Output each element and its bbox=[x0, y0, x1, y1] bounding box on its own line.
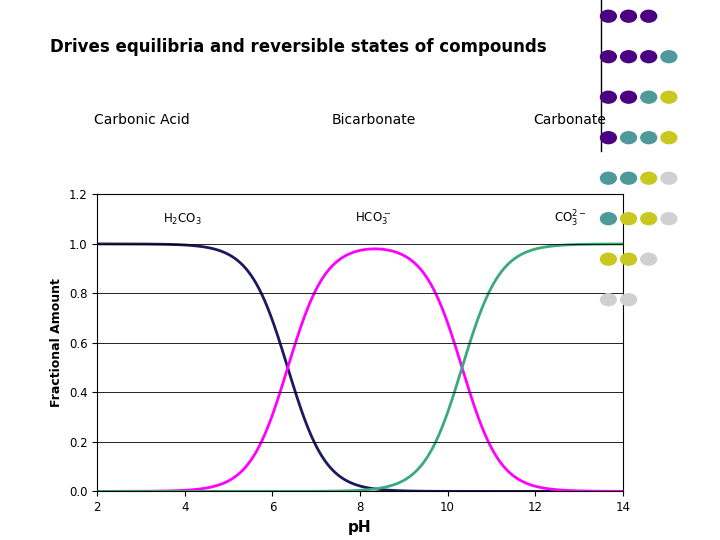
Text: HCO$_3^-$: HCO$_3^-$ bbox=[355, 211, 391, 227]
Text: Carbonic Acid: Carbonic Acid bbox=[94, 113, 189, 127]
Text: CO$_3^{2-}$: CO$_3^{2-}$ bbox=[554, 209, 587, 229]
Y-axis label: Fractional Amount: Fractional Amount bbox=[50, 279, 63, 407]
Text: Drives equilibria and reversible states of compounds: Drives equilibria and reversible states … bbox=[50, 38, 547, 56]
Text: Bicarbonate: Bicarbonate bbox=[331, 113, 415, 127]
Text: H$_2$CO$_3$: H$_2$CO$_3$ bbox=[163, 212, 202, 227]
Text: Carbonate: Carbonate bbox=[533, 113, 606, 127]
X-axis label: pH: pH bbox=[348, 519, 372, 535]
